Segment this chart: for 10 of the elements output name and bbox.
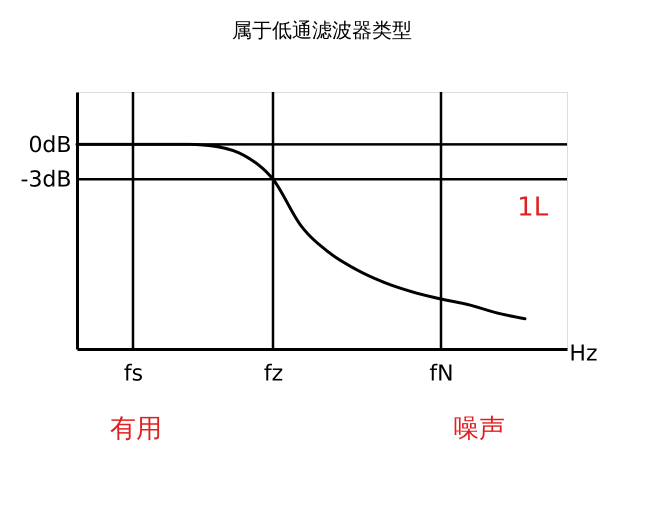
x-tick-label: fN: [429, 362, 454, 386]
x-axis-title: Hz: [569, 342, 598, 366]
text: 有用: [110, 414, 162, 444]
text: 噪声: [452, 414, 505, 444]
y-tick-label: -3dB: [20, 168, 72, 193]
x-tick-label: fs: [124, 362, 144, 386]
annotation: 1L: [517, 192, 549, 223]
x-tick-label: fz: [264, 362, 284, 386]
y-tick-label: 0dB: [28, 132, 72, 158]
chart-title: 属于低通滤波器类型: [232, 18, 412, 42]
